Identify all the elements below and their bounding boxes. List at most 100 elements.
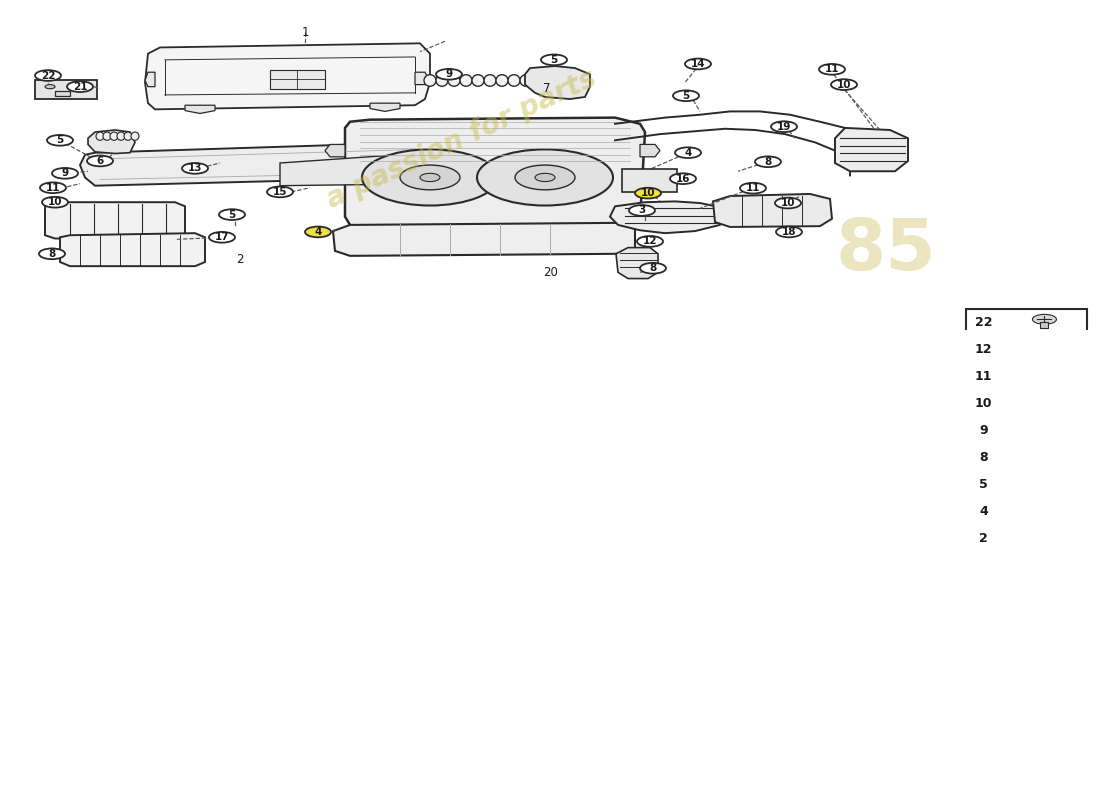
Ellipse shape — [424, 74, 436, 86]
Text: 1: 1 — [301, 26, 309, 38]
Polygon shape — [616, 248, 658, 278]
Text: 22: 22 — [975, 316, 992, 329]
Ellipse shape — [103, 132, 111, 140]
Circle shape — [670, 174, 696, 184]
Text: 12: 12 — [642, 237, 658, 246]
Circle shape — [1033, 369, 1056, 378]
Text: 22: 22 — [41, 70, 55, 81]
Polygon shape — [80, 142, 440, 186]
Ellipse shape — [460, 74, 472, 86]
Circle shape — [45, 85, 55, 89]
Bar — [35, 81, 97, 99]
Bar — [966, 309, 1087, 552]
Polygon shape — [145, 43, 430, 110]
Circle shape — [1033, 504, 1056, 514]
Text: 8: 8 — [649, 263, 657, 274]
Text: 9: 9 — [446, 70, 452, 79]
Circle shape — [477, 150, 613, 206]
Text: 5: 5 — [979, 478, 988, 491]
Circle shape — [362, 150, 498, 206]
Circle shape — [400, 165, 460, 190]
Ellipse shape — [472, 74, 484, 86]
Text: 4: 4 — [315, 227, 321, 237]
Ellipse shape — [117, 132, 125, 140]
Circle shape — [267, 186, 293, 198]
Circle shape — [1033, 450, 1056, 460]
Bar — [1023, 400, 1067, 406]
Circle shape — [755, 157, 781, 167]
Polygon shape — [370, 103, 400, 111]
Bar — [1041, 376, 1048, 382]
Ellipse shape — [110, 132, 118, 140]
Circle shape — [776, 226, 802, 238]
Circle shape — [515, 165, 575, 190]
Circle shape — [635, 188, 661, 198]
Circle shape — [42, 197, 68, 207]
Circle shape — [52, 168, 78, 178]
Text: 8: 8 — [48, 249, 56, 258]
Text: 13: 13 — [188, 163, 202, 174]
Circle shape — [640, 263, 666, 274]
Circle shape — [740, 183, 766, 194]
Ellipse shape — [131, 132, 139, 140]
Circle shape — [87, 155, 113, 166]
Ellipse shape — [532, 74, 544, 86]
Polygon shape — [185, 106, 214, 114]
Circle shape — [1033, 314, 1056, 324]
Polygon shape — [333, 223, 635, 256]
Circle shape — [535, 174, 556, 182]
Bar — [1041, 512, 1048, 518]
Circle shape — [1033, 477, 1056, 486]
Text: 11: 11 — [746, 183, 760, 193]
Text: 4: 4 — [684, 148, 692, 158]
Circle shape — [70, 85, 80, 89]
Ellipse shape — [448, 74, 460, 86]
Text: a passion for parts: a passion for parts — [322, 64, 602, 214]
Text: 19: 19 — [777, 122, 791, 132]
Text: 11: 11 — [975, 370, 992, 383]
Circle shape — [629, 205, 654, 216]
Ellipse shape — [520, 74, 532, 86]
Text: 21: 21 — [73, 82, 87, 92]
Text: 16: 16 — [675, 174, 691, 184]
Circle shape — [39, 249, 65, 259]
Text: 18: 18 — [782, 227, 796, 237]
Circle shape — [219, 210, 245, 220]
Polygon shape — [280, 152, 460, 186]
Circle shape — [541, 54, 567, 66]
Text: 8: 8 — [764, 157, 771, 166]
Circle shape — [436, 69, 462, 80]
Bar — [1041, 485, 1048, 490]
Text: 2: 2 — [979, 532, 988, 546]
Text: 14: 14 — [691, 59, 705, 69]
Polygon shape — [60, 233, 205, 266]
Circle shape — [47, 135, 73, 146]
Bar — [1041, 350, 1048, 355]
Circle shape — [830, 79, 857, 90]
Circle shape — [776, 198, 801, 208]
Circle shape — [771, 122, 797, 132]
Ellipse shape — [484, 74, 496, 86]
Ellipse shape — [124, 132, 132, 140]
Circle shape — [40, 182, 66, 193]
Circle shape — [420, 174, 440, 182]
Text: 2: 2 — [236, 254, 244, 266]
Text: 15: 15 — [273, 187, 287, 197]
Text: 17: 17 — [214, 232, 229, 242]
Bar — [1041, 538, 1048, 545]
Circle shape — [685, 58, 711, 70]
Text: 5: 5 — [229, 210, 235, 219]
Text: 4: 4 — [979, 506, 988, 518]
Text: 7: 7 — [543, 82, 551, 95]
Text: 5: 5 — [56, 135, 64, 146]
Text: 819 02: 819 02 — [1000, 571, 1053, 586]
Circle shape — [1033, 531, 1056, 541]
Polygon shape — [145, 72, 155, 86]
Text: 10: 10 — [640, 188, 656, 198]
Text: 11: 11 — [825, 64, 839, 74]
Polygon shape — [415, 72, 428, 85]
Circle shape — [637, 236, 663, 246]
Polygon shape — [88, 130, 135, 154]
Ellipse shape — [496, 74, 508, 86]
Bar — [962, 571, 1090, 586]
